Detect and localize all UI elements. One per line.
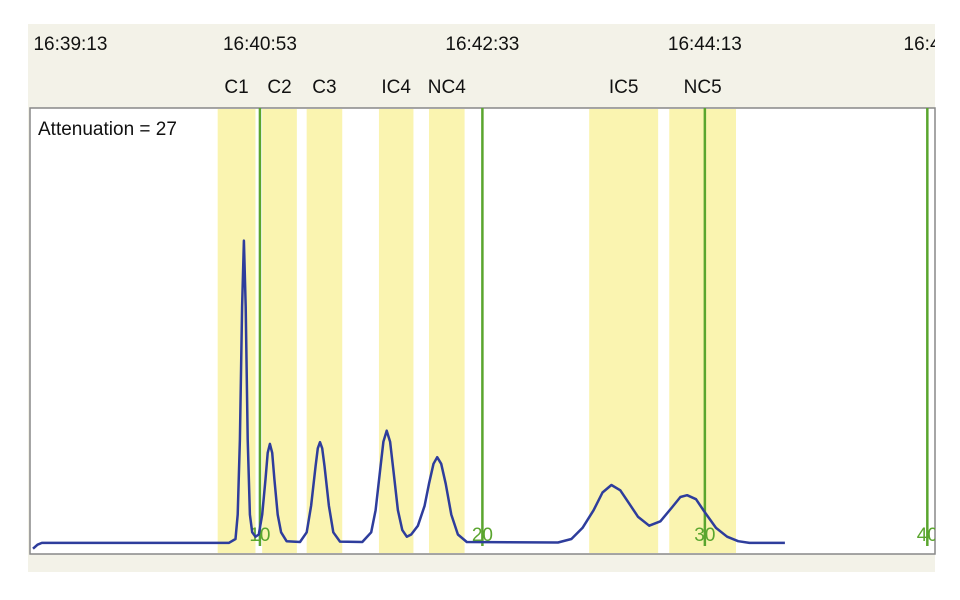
chart-layer: C1 C2 C3 IC4 NC4 IC5 NC5 16:39:13 16:40:53 16:42:… [32,34,952,553]
peak-window [378,109,414,553]
peak-window [306,109,343,553]
time-label: 16:42:33 [445,34,519,55]
marker-label: 40 [917,525,938,546]
peak-window [589,109,659,553]
marker-label: 20 [472,525,493,546]
marker-label: 30 [694,525,715,546]
marker-label: 10 [249,525,270,546]
peak-label: C3 [312,77,336,98]
peak-label: IC5 [609,77,639,98]
time-label: 16:40:53 [223,34,297,55]
time-label: 16:39:13 [33,34,107,55]
time-label: 16:45 [904,34,952,55]
peak-label: NC5 [684,77,722,98]
signal-trace [32,239,785,550]
peak-label: NC4 [428,77,466,98]
time-label: 16:44:13 [668,34,742,55]
peak-label: C2 [267,77,291,98]
annotation: Attenuation = 27 [38,119,177,140]
peak-window [429,109,465,553]
peak-label: C1 [224,77,248,98]
peak-label: IC4 [381,77,411,98]
peak-window [262,109,297,553]
peak-window [669,109,737,553]
